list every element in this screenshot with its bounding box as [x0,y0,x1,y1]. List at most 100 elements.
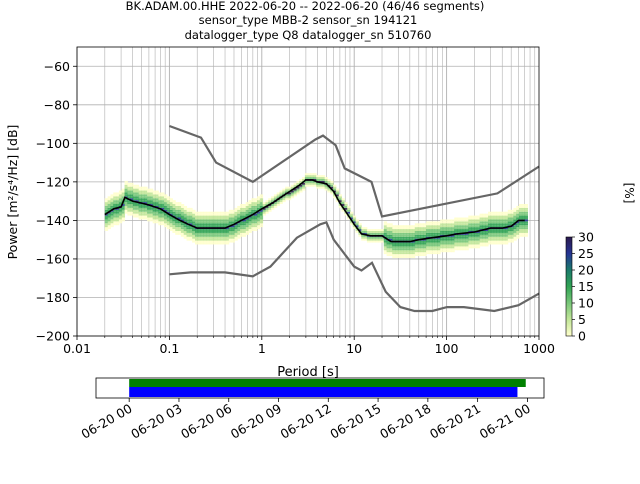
density-cell [245,230,250,233]
density-cell [203,223,207,226]
density-cell [476,236,481,239]
y-tick-label: −180 [36,290,70,305]
density-cell [364,229,368,231]
density-cell [200,242,204,245]
density-cell [220,238,224,241]
density-cell [118,192,123,195]
density-cell [375,230,379,233]
density-cell [428,248,433,251]
density-cell [459,244,464,247]
density-cell [127,204,131,206]
density-cell [521,211,526,214]
density-cell [178,232,182,235]
density-cell [240,225,244,228]
density-cell [451,250,455,253]
density-cell [175,227,179,230]
density-cell [175,230,179,233]
density-cell [271,204,275,206]
density-cell [178,207,182,210]
density-cell [178,225,182,228]
density-cell [158,194,162,197]
density-cell [144,209,148,212]
density-cell [132,215,137,218]
density-cell [206,217,210,220]
density-cell [155,221,159,224]
density-cell [220,234,224,237]
density-cell [507,238,512,241]
density-cell [504,232,509,235]
density-cell [420,252,424,255]
density-cell [476,215,481,218]
density-cell [333,186,337,189]
density-cell [217,238,221,241]
density-cell [240,205,244,208]
density-cell [206,211,210,214]
density-cell [519,211,523,214]
density-cell [454,217,458,220]
density-cell [169,213,173,216]
density-cell [420,223,424,226]
density-cell [223,215,227,218]
density-cell [521,225,526,228]
density-cell [166,198,171,201]
density-cell [113,194,117,197]
density-cell [186,232,190,235]
density-cell [110,194,114,197]
density-cell [473,219,478,222]
density-cell [242,221,247,224]
density-cell [296,180,300,183]
density-cell [459,248,464,251]
density-cell [406,236,410,239]
density-cell [304,177,309,179]
density-cell [189,217,193,220]
density-cell [161,198,165,201]
density-cell [358,223,362,226]
colorbar-tick-label: 30 [578,230,594,245]
density-cell [428,221,433,224]
density-cell [426,230,430,233]
density-cell [395,232,399,235]
density-cell [380,240,385,243]
density-cell [248,200,252,203]
density-cell [434,242,438,245]
density-cell [166,204,171,206]
density-cell [493,225,497,228]
density-cell [324,186,328,189]
density-cell [186,227,190,230]
density-cell [155,217,159,220]
density-cell [149,219,154,222]
density-cell [248,211,252,214]
density-cell [479,232,483,235]
density-cell [521,232,526,235]
density-cell [180,205,185,208]
density-cell [135,194,140,197]
density-cell [242,205,247,208]
density-cell [420,230,424,233]
density-cell [197,223,202,226]
density-cell [524,221,528,224]
density-cell [152,192,157,195]
density-cell [462,221,466,224]
density-cell [510,230,514,233]
density-cell [502,236,506,239]
density-cell [395,236,399,239]
density-cell [234,238,238,241]
density-cell [237,223,241,226]
density-cell [276,204,281,206]
density-cell [110,198,114,201]
density-cell [490,240,495,243]
density-cell [400,248,404,251]
density-cell [121,190,126,193]
density-cell [493,238,497,241]
density-cell [217,240,221,243]
density-cell [316,182,320,185]
density-cell [414,236,419,239]
density-cell [366,240,371,243]
density-cell [318,184,323,187]
density-cell [524,215,528,218]
density-cell [445,223,450,226]
time-tick-label: 06-20 09 [228,401,284,442]
density-cell [107,211,111,214]
density-cell [482,238,486,241]
density-cell [262,209,266,212]
